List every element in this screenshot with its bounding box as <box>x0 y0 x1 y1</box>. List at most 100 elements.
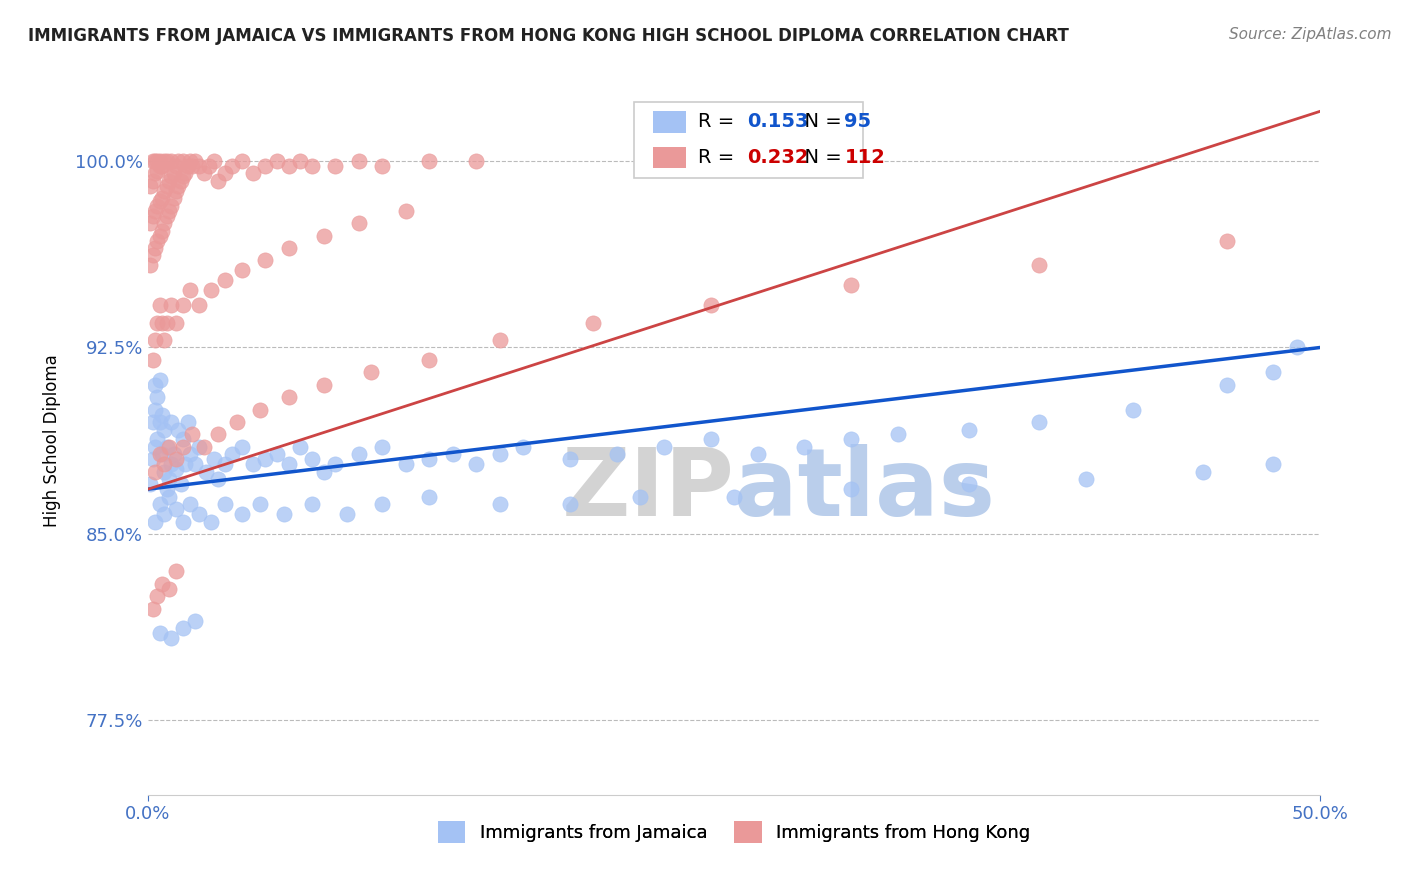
Point <box>1028 415 1050 429</box>
Point <box>441 447 464 461</box>
Point <box>793 440 815 454</box>
Point <box>174 458 197 472</box>
Point <box>146 153 169 168</box>
Point <box>290 440 312 454</box>
Point <box>231 507 253 521</box>
Point <box>200 515 222 529</box>
Point <box>163 191 186 205</box>
Point <box>841 482 863 496</box>
Point <box>254 452 277 467</box>
Y-axis label: High School Diploma: High School Diploma <box>44 354 60 527</box>
Point <box>336 507 359 521</box>
Point <box>195 465 218 479</box>
Point <box>149 159 172 173</box>
Point <box>170 477 193 491</box>
Point <box>143 515 166 529</box>
Point <box>202 153 225 168</box>
Point <box>325 159 347 173</box>
Point <box>841 278 863 293</box>
Point <box>172 433 194 447</box>
Bar <box>654 146 686 168</box>
Point <box>153 153 176 168</box>
Point <box>172 169 194 183</box>
Point <box>149 497 172 511</box>
Point <box>1263 365 1285 379</box>
Text: IMMIGRANTS FROM JAMAICA VS IMMIGRANTS FROM HONG KONG HIGH SCHOOL DIPLOMA CORRELA: IMMIGRANTS FROM JAMAICA VS IMMIGRANTS FR… <box>28 27 1069 45</box>
Point <box>167 153 190 168</box>
Text: atlas: atlas <box>734 444 995 536</box>
Point <box>167 178 190 193</box>
Point <box>150 447 173 461</box>
Point <box>301 452 323 467</box>
Point <box>139 178 162 193</box>
Point <box>156 440 179 454</box>
Point <box>360 365 382 379</box>
Point <box>142 601 165 615</box>
Point <box>347 447 370 461</box>
Point <box>188 507 211 521</box>
Point <box>488 447 510 461</box>
Point <box>465 458 488 472</box>
Point <box>149 298 172 312</box>
Point <box>1074 472 1097 486</box>
Point <box>418 452 440 467</box>
Point <box>160 153 183 168</box>
Point <box>254 253 277 268</box>
Point <box>841 433 863 447</box>
Point <box>157 440 180 454</box>
Point <box>188 440 211 454</box>
Text: ZIP: ZIP <box>561 444 734 536</box>
Point <box>146 164 169 178</box>
Point <box>143 203 166 218</box>
Point <box>153 333 176 347</box>
Point <box>188 298 211 312</box>
Point <box>277 241 299 255</box>
Point <box>165 462 187 476</box>
Point <box>165 564 187 578</box>
Point <box>156 482 179 496</box>
Point <box>202 452 225 467</box>
Point <box>142 415 165 429</box>
Point <box>214 166 236 180</box>
Point <box>347 153 370 168</box>
Point <box>418 352 440 367</box>
Point <box>558 452 581 467</box>
Point <box>418 153 440 168</box>
Point <box>277 390 299 404</box>
Point <box>150 224 173 238</box>
Point <box>167 423 190 437</box>
Point <box>231 153 253 168</box>
Point <box>149 228 172 243</box>
Text: 95: 95 <box>845 112 872 131</box>
Point <box>488 333 510 347</box>
Point <box>165 502 187 516</box>
Point <box>179 283 201 297</box>
Point <box>146 433 169 447</box>
Point <box>193 440 215 454</box>
Point <box>172 440 194 454</box>
Text: N =: N = <box>792 148 848 167</box>
Point <box>172 298 194 312</box>
Point <box>157 472 180 486</box>
Point <box>221 159 243 173</box>
Point <box>242 166 264 180</box>
Point <box>198 159 221 173</box>
Point <box>214 458 236 472</box>
Point <box>418 490 440 504</box>
Point <box>143 333 166 347</box>
Point <box>143 402 166 417</box>
Point <box>157 582 180 596</box>
Point <box>242 458 264 472</box>
Point <box>465 153 488 168</box>
Point <box>143 377 166 392</box>
Point <box>139 477 162 491</box>
Point <box>699 433 721 447</box>
Point <box>301 159 323 173</box>
Point <box>1285 341 1308 355</box>
Point <box>488 497 510 511</box>
Point <box>142 352 165 367</box>
Point <box>207 427 229 442</box>
Point <box>149 447 172 461</box>
Point <box>1263 458 1285 472</box>
Point <box>1122 402 1144 417</box>
